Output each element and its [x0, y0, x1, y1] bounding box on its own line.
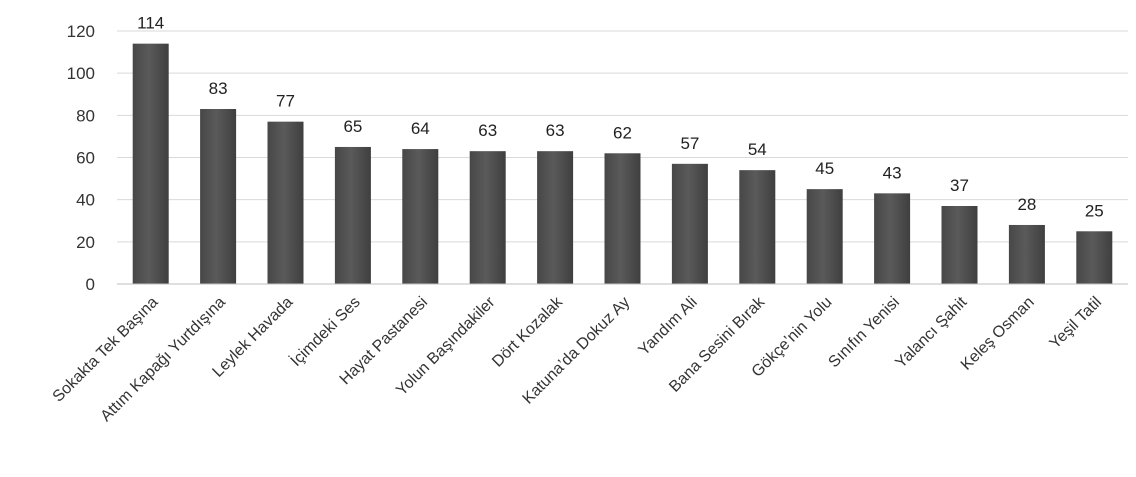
data-label: 54 [748, 140, 767, 159]
bar [469, 151, 506, 284]
data-label: 83 [209, 79, 228, 98]
data-label: 28 [1017, 195, 1036, 214]
y-tick-label: 20 [76, 233, 95, 252]
bar [537, 151, 574, 284]
data-label: 63 [478, 121, 497, 140]
data-labels: 114 83 77 65 64 63 63 62 57 54 45 43 37 28 25 [137, 14, 1104, 221]
data-label: 43 [883, 163, 902, 182]
bar [267, 121, 304, 285]
bar [334, 146, 371, 284]
x-tick-label: Yeşil Tatil [1047, 294, 1106, 353]
bar [806, 189, 843, 284]
data-label: 77 [276, 92, 295, 111]
bar [402, 149, 439, 284]
y-tick-label: 0 [86, 275, 95, 294]
data-label: 63 [546, 121, 565, 140]
data-label: 45 [815, 159, 834, 178]
bar [739, 170, 776, 284]
bar [874, 193, 911, 284]
bar [132, 43, 169, 285]
bar [200, 109, 237, 284]
data-label: 65 [343, 117, 362, 136]
x-tick-label: Yandım Ali [635, 294, 700, 359]
bars [132, 43, 1113, 285]
bar [941, 205, 978, 284]
data-label: 64 [411, 119, 430, 138]
data-label: 37 [950, 176, 969, 195]
bar [1076, 231, 1113, 284]
y-tick-label: 40 [76, 191, 95, 210]
bar [671, 163, 708, 284]
data-label: 57 [680, 134, 699, 153]
data-label: 25 [1085, 201, 1104, 220]
y-tick-label: 60 [76, 149, 95, 168]
y-axis-ticks: 0 20 40 60 80 100 120 [67, 22, 95, 294]
y-tick-label: 100 [67, 64, 95, 83]
data-label: 114 [137, 14, 164, 33]
x-tick-label: Attım Kapağı Yurtdışına [98, 294, 229, 425]
y-tick-label: 80 [76, 106, 95, 125]
bar [1008, 224, 1045, 284]
y-tick-label: 120 [67, 22, 95, 41]
bar [604, 153, 641, 284]
x-tick-label: İçimdeki Ses [286, 292, 364, 370]
data-label: 62 [613, 123, 632, 142]
